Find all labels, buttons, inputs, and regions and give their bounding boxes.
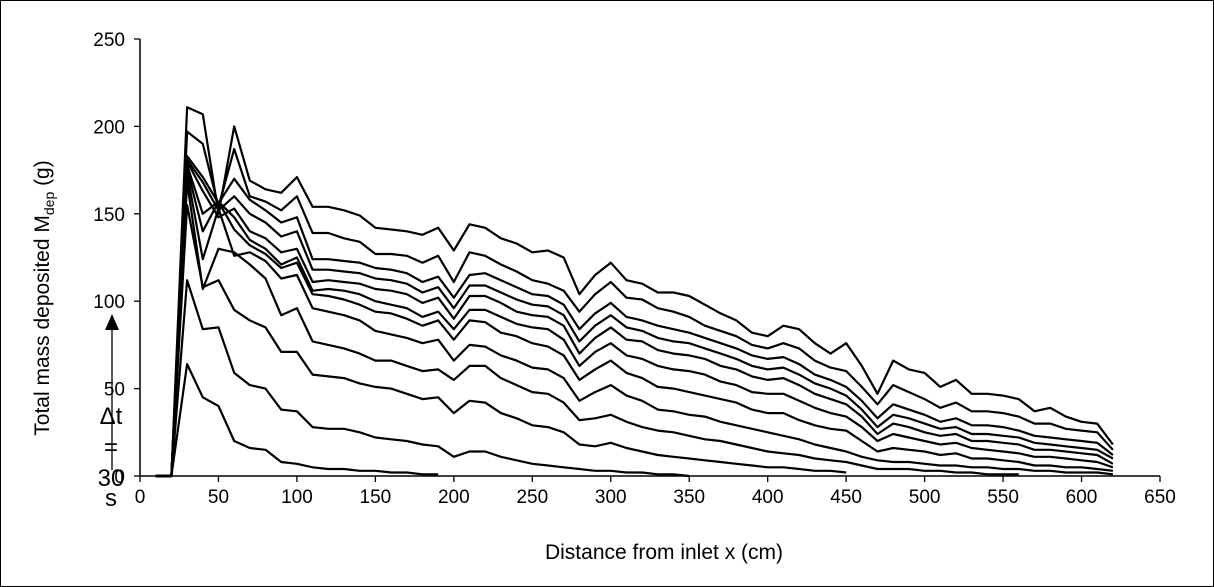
series-line-12	[155, 106, 1114, 478]
x-tick-label: 100	[281, 487, 313, 508]
series-line-11	[155, 130, 1114, 478]
series-line-3	[155, 204, 847, 478]
series-line-1	[155, 363, 439, 478]
x-axis-title: Distance from inlet x (cm)	[545, 541, 783, 564]
y-tick-label: 250	[93, 30, 125, 51]
series-line-9	[155, 158, 1114, 478]
y-tick-label: 0	[114, 467, 125, 488]
x-tick-label: 650	[1144, 487, 1176, 508]
x-tick-label: 0	[135, 487, 146, 508]
y-axis-title-unit: (g)	[31, 160, 54, 192]
annotation-arrow-head	[105, 314, 119, 330]
annotation-line: s	[105, 485, 117, 512]
y-ticks: 0 50 100 150 200 250	[93, 30, 140, 488]
y-tick-label: 100	[93, 292, 125, 313]
annotation-line: Δt	[100, 403, 123, 430]
x-tick-label: 550	[987, 487, 1019, 508]
x-tick-label: 400	[752, 487, 784, 508]
x-tick-label: 350	[673, 487, 705, 508]
x-tick-label: 600	[1066, 487, 1098, 508]
x-tick-label: 450	[830, 487, 862, 508]
series-group	[155, 106, 1114, 478]
x-tick-label: 500	[909, 487, 941, 508]
y-axis-title: Total mass deposited Mdep (g)	[31, 160, 57, 435]
x-tick-label: 300	[595, 487, 627, 508]
y-axis-title-main: Total mass deposited M	[31, 215, 54, 436]
annotation-line: =	[104, 434, 118, 461]
delta-t-annotation: Δt = 30s	[98, 403, 125, 512]
series-line-5	[155, 172, 1114, 478]
x-tick-label: 50	[208, 487, 229, 508]
series-line-10	[155, 155, 1114, 478]
x-tick-label: 250	[516, 487, 548, 508]
series-line-8	[155, 160, 1114, 478]
series-line-4	[155, 181, 1019, 478]
y-tick-label: 150	[93, 205, 125, 226]
annotation-line: 30	[98, 465, 125, 492]
series-line-7	[155, 163, 1114, 478]
series-line-2	[155, 279, 690, 478]
x-tick-label: 200	[438, 487, 470, 508]
x-tick-label: 150	[360, 487, 392, 508]
series-line-6	[155, 167, 1114, 478]
y-tick-label: 200	[93, 117, 125, 138]
x-ticks: 0 50 100 150 200 250 300 350 400 450 500 550 600 650	[135, 476, 1176, 508]
y-tick-label: 50	[104, 380, 125, 401]
y-axis-title-subscript: dep	[41, 192, 57, 216]
